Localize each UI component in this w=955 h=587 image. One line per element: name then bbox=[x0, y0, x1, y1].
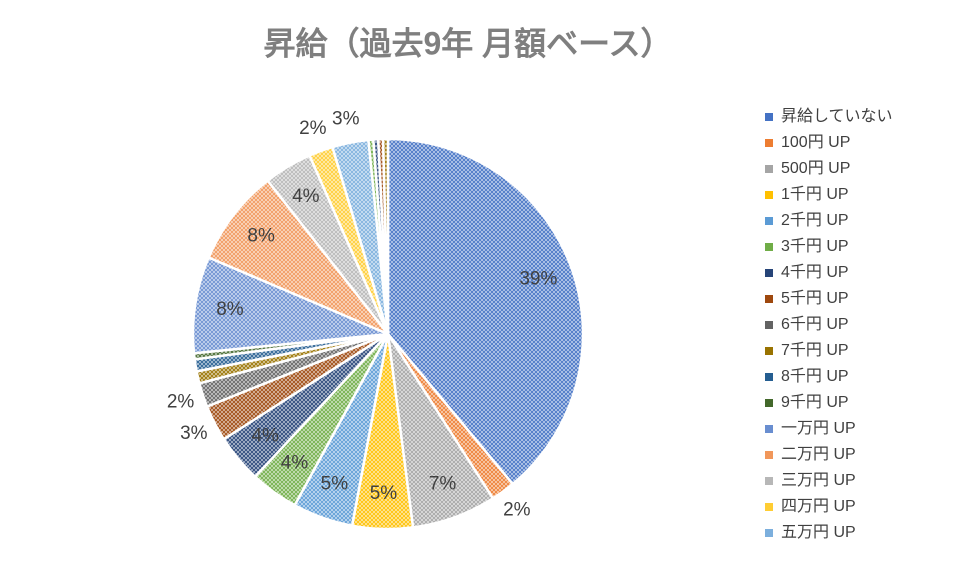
data-label: 8% bbox=[247, 226, 275, 247]
legend-swatch bbox=[765, 399, 773, 407]
legend-swatch bbox=[765, 477, 773, 485]
legend-swatch bbox=[765, 217, 773, 225]
data-label: 4% bbox=[281, 453, 309, 474]
legend-label: 2千円 UP bbox=[781, 211, 849, 229]
legend-swatch bbox=[765, 269, 773, 277]
data-label: 3% bbox=[180, 423, 208, 444]
legend-label: 五万円 UP bbox=[781, 524, 856, 541]
legend-swatch bbox=[765, 529, 773, 537]
legend-swatch bbox=[765, 451, 773, 459]
data-label: 4% bbox=[251, 425, 279, 446]
chart-title: 昇給（過去9年 月額ベース） bbox=[263, 25, 672, 61]
data-label: 4% bbox=[292, 186, 320, 207]
legend-label: 8千円 UP bbox=[781, 367, 849, 385]
legend-swatch bbox=[765, 347, 773, 355]
legend-label: 5千円 UP bbox=[781, 289, 849, 307]
data-label: 5% bbox=[321, 474, 349, 495]
data-label: 2% bbox=[503, 499, 531, 520]
legend-label: 二万円 UP bbox=[781, 446, 856, 463]
legend-label: 四万円 UP bbox=[781, 498, 856, 515]
legend-swatch bbox=[765, 425, 773, 433]
legend-swatch bbox=[765, 243, 773, 251]
legend-swatch bbox=[765, 321, 773, 329]
legend-label: 7千円 UP bbox=[781, 341, 849, 359]
legend-label: 一万円 UP bbox=[781, 420, 856, 437]
legend-label: 6千円 UP bbox=[781, 315, 849, 333]
legend-label: 500円 UP bbox=[781, 160, 850, 177]
data-label: 5% bbox=[370, 483, 398, 504]
pie-slice bbox=[381, 137, 390, 335]
pie-slice bbox=[386, 137, 585, 486]
data-label: 8% bbox=[216, 299, 244, 320]
legend-label: 1千円 UP bbox=[781, 185, 849, 203]
legend-label: 100円 UP bbox=[781, 134, 850, 151]
legend-label: 三万円 UP bbox=[781, 472, 856, 489]
data-label: 39% bbox=[519, 269, 557, 290]
data-label: 3% bbox=[332, 109, 360, 130]
legend-label: 3千円 UP bbox=[781, 237, 849, 255]
legend-swatch bbox=[765, 191, 773, 199]
pie-slice bbox=[207, 178, 389, 336]
legend-label: 昇給していない bbox=[781, 107, 893, 125]
legend-swatch bbox=[765, 295, 773, 303]
pie-slice bbox=[191, 255, 389, 355]
legend-swatch bbox=[765, 113, 773, 121]
data-label: 7% bbox=[429, 473, 457, 494]
legend-swatch bbox=[765, 373, 773, 381]
legend-label: 9千円 UP bbox=[781, 393, 849, 411]
data-label: 2% bbox=[167, 391, 195, 412]
legend-swatch bbox=[765, 139, 773, 147]
legend-label: 4千円 UP bbox=[781, 263, 849, 281]
legend-swatch bbox=[765, 165, 773, 173]
legend-swatch bbox=[765, 503, 773, 511]
data-label: 2% bbox=[299, 118, 327, 139]
